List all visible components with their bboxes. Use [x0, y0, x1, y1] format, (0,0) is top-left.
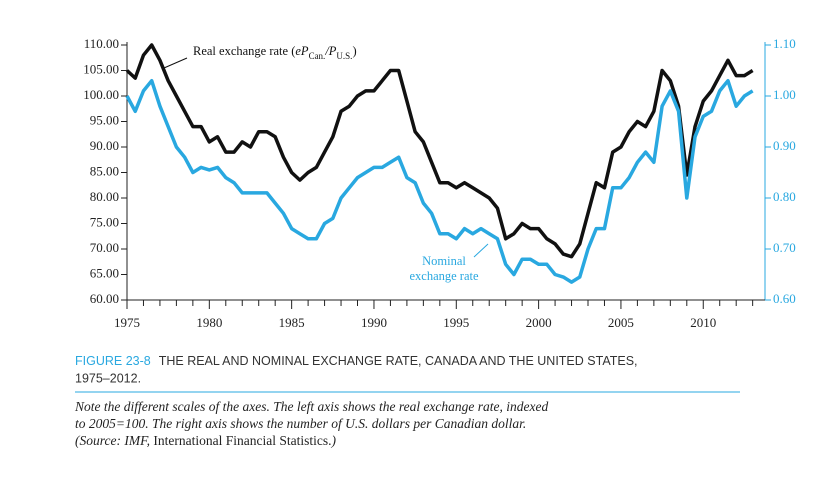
x-tick-label: 2005 — [608, 315, 634, 330]
x-tick-label: 1975 — [114, 315, 140, 330]
annotation: exchange rate — [409, 269, 479, 283]
y2-tick-label: 0.80 — [773, 189, 796, 204]
note-part: International Financial Statistics. — [153, 433, 331, 448]
figure-title: FIGURE 23-8 THE REAL AND NOMINAL EXCHANGE… — [75, 354, 638, 368]
figure-note: to 2005=100. The right axis shows the nu… — [75, 416, 526, 431]
note-part: ) — [330, 433, 336, 448]
y-tick-label: 90.00 — [90, 138, 119, 153]
y-tick-label: 60.00 — [90, 291, 119, 306]
y-tick-label: 110.00 — [84, 36, 119, 51]
annotation-part: /P — [324, 44, 336, 58]
y2-tick-label: 0.90 — [773, 138, 796, 153]
y-tick-label: 65.00 — [90, 265, 119, 280]
figure-note: Note the different scales of the axes. T… — [74, 399, 549, 414]
x-tick-label: 1995 — [443, 315, 469, 330]
annotation-part: U.S. — [336, 51, 352, 61]
x-tick-label: 2000 — [526, 315, 552, 330]
y-tick-label: 70.00 — [90, 240, 119, 255]
y-tick-label: 105.00 — [83, 61, 119, 76]
annotation: Nominal — [422, 254, 466, 268]
y-tick-label: 95.00 — [90, 112, 119, 127]
figure-note: (Source: IMF, International Financial St… — [75, 433, 336, 448]
annotation-pointer — [163, 57, 188, 69]
note-part: Note the different scales of the axes. T… — [74, 399, 549, 414]
x-tick-label: 1990 — [361, 315, 387, 330]
annotation: Real exchange rate (ePCan./PU.S.) — [193, 44, 357, 61]
x-tick-label: 1980 — [196, 315, 222, 330]
y-tick-label: 80.00 — [90, 189, 119, 204]
y-tick-label: 100.00 — [83, 87, 119, 102]
y2-tick-label: 0.70 — [773, 240, 796, 255]
x-tick-label: 1985 — [279, 315, 305, 330]
series-line — [125, 43, 754, 259]
x-tick-label: 2010 — [690, 315, 716, 330]
y-tick-label: 85.00 — [90, 163, 119, 178]
annotation-pointer — [473, 243, 489, 258]
series-line — [125, 78, 754, 284]
annotation-part: eP — [295, 44, 309, 58]
note-part: (Source: IMF, — [75, 433, 153, 448]
figure-title-text: THE REAL AND NOMINAL EXCHANGE RATE, CANA… — [159, 354, 638, 368]
annotation-part: Real exchange rate ( — [193, 44, 295, 58]
y2-tick-label: 0.60 — [773, 291, 796, 306]
note-part: to 2005=100. The right axis shows the nu… — [75, 416, 526, 431]
annotation-part: ) — [352, 44, 356, 58]
annotation-part: Can. — [309, 51, 326, 61]
figure-title: 1975–2012. — [75, 371, 141, 385]
figure-label: FIGURE 23-8 — [75, 354, 151, 368]
y-tick-label: 75.00 — [90, 214, 119, 229]
y2-tick-label: 1.10 — [773, 36, 796, 51]
y2-tick-label: 1.00 — [773, 87, 796, 102]
